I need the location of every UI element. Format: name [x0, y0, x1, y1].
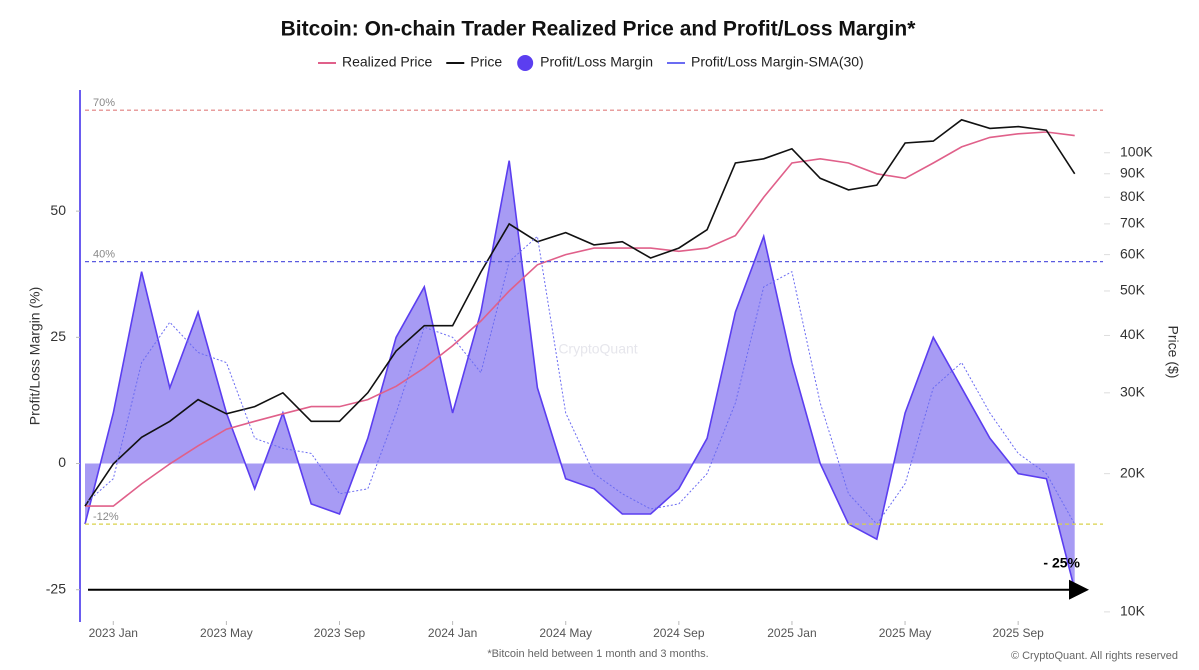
- reference-label: 70%: [93, 97, 115, 109]
- reference-label: 40%: [93, 249, 115, 261]
- y2-tick-label: 10K: [1120, 603, 1146, 619]
- x-tick-label: 2024 May: [539, 626, 592, 640]
- credit: © CryptoQuant. All rights reserved: [1011, 650, 1178, 662]
- y2-tick-label: 50K: [1120, 282, 1146, 298]
- y2-tick-label: 90K: [1120, 164, 1146, 180]
- legend-label: Price: [470, 54, 502, 70]
- x-tick-label: 2025 Jan: [767, 626, 816, 640]
- x-tick-label: 2023 Jan: [89, 626, 138, 640]
- legend-marker: [517, 55, 534, 71]
- y2-tick-label: 40K: [1120, 326, 1146, 342]
- legend-label: Profit/Loss Margin-SMA(30): [691, 54, 864, 70]
- y2-tick-label: 100K: [1120, 143, 1153, 159]
- chart-title: Bitcoin: On-chain Trader Realized Price …: [281, 18, 917, 41]
- area-outline: [84, 160, 1076, 590]
- x-tick-label: 2024 Sep: [653, 626, 705, 640]
- y2-tick-label: 60K: [1120, 245, 1146, 261]
- y2-tick-label: 30K: [1120, 384, 1146, 400]
- legend-label: Realized Price: [342, 54, 432, 70]
- x-tick-label: 2024 Jan: [428, 626, 477, 640]
- y-tick-label: 50: [50, 202, 66, 218]
- y-tick-label: 0: [58, 454, 66, 470]
- y-axis-title: Profit/Loss Margin (%): [27, 287, 43, 425]
- y2-axis-title: Price ($): [1165, 326, 1181, 379]
- footnote: *Bitcoin held between 1 month and 3 mont…: [487, 648, 708, 660]
- area: [85, 160, 1075, 590]
- y2-tick-label: 20K: [1120, 464, 1146, 480]
- legend-label: Profit/Loss Margin: [540, 54, 653, 70]
- y2-tick-label: 70K: [1120, 215, 1146, 231]
- annotation-text: - 25%: [1043, 554, 1080, 570]
- x-tick-label: 2025 Sep: [992, 626, 1044, 640]
- line: [85, 131, 1075, 507]
- y-tick-label: 25: [50, 328, 66, 344]
- y2-tick-label: 80K: [1120, 188, 1146, 204]
- line: [84, 118, 1076, 507]
- y-tick-label: -25: [46, 580, 66, 596]
- x-tick-label: 2023 Sep: [314, 626, 366, 640]
- line: [84, 235, 1076, 525]
- legend: Realized Price Price Profit/Loss Margin Pro…: [318, 54, 864, 71]
- reference-label: -12%: [93, 511, 119, 523]
- watermark: CryptoQuant: [558, 341, 637, 357]
- x-tick-label: 2025 May: [879, 626, 932, 640]
- x-tick-label: 2023 May: [200, 626, 253, 640]
